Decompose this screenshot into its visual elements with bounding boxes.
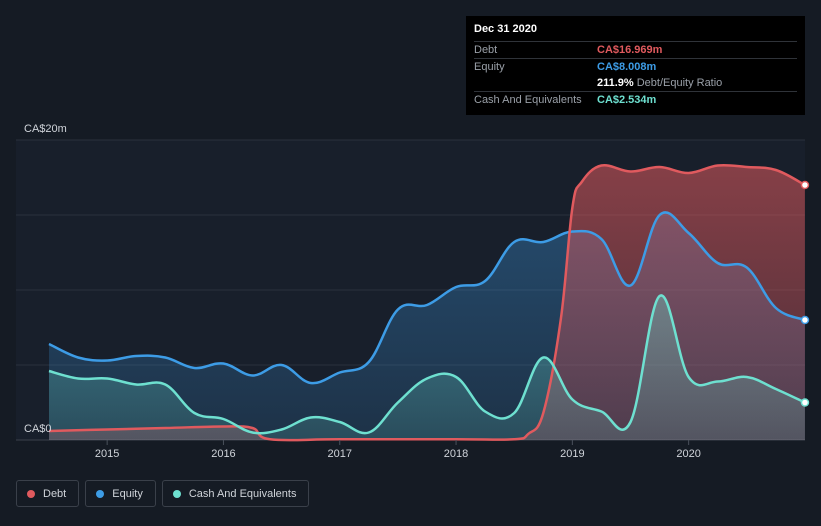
tooltip-value: CA$16.969m <box>597 44 663 56</box>
tooltip-value: CA$8.008m <box>597 61 657 73</box>
debt-area <box>49 165 805 441</box>
debt-end-marker <box>800 180 810 190</box>
tooltip-label: Cash And Equivalents <box>474 94 582 106</box>
legend-label: Cash And Equivalents <box>188 487 297 500</box>
cash-and-equivalents-line <box>48 294 806 435</box>
tooltip-row-equity: Equity CA$8.008m <box>474 58 797 75</box>
debt-dot-icon <box>27 489 35 498</box>
legend-item-cash[interactable]: Cash And Equivalents <box>161 480 310 507</box>
x-tick-label: 2016 <box>211 448 235 460</box>
tooltip-label: Equity <box>474 61 505 73</box>
y-axis-top-label: CA$20m <box>24 123 67 135</box>
tooltip-label <box>474 75 597 91</box>
legend-item-equity[interactable]: Equity <box>85 480 156 507</box>
tooltip-row-cash: Cash And Equivalents CA$2.534m <box>474 91 797 108</box>
cash-dot-icon <box>172 489 181 498</box>
series-lines <box>48 163 806 442</box>
x-tick-label: 2020 <box>676 448 700 460</box>
equity-line <box>48 211 806 385</box>
equity-dot-icon <box>96 489 105 498</box>
x-tick-label: 2017 <box>328 448 352 460</box>
tooltip-date: Dec 31 2020 <box>474 23 537 35</box>
cash-and-equivalents-end-marker <box>800 398 810 407</box>
legend: Debt Equity Cash And Equivalents <box>16 480 310 507</box>
x-tick-label: 2019 <box>560 448 584 460</box>
tooltip-ratio-label: Debt/Equity Ratio <box>636 77 723 89</box>
x-axis-ticks: 2015 2016 2017 2018 2019 2020 <box>95 440 701 460</box>
legend-label: Equity <box>112 487 143 500</box>
series-end-markers <box>800 180 810 407</box>
tooltip-value: CA$2.534m <box>597 94 657 106</box>
legend-item-debt[interactable]: Debt <box>16 480 80 507</box>
y-axis-bottom-label: CA$0 <box>24 423 52 435</box>
tooltip-label: Debt <box>474 44 498 56</box>
x-tick-label: 2018 <box>444 448 468 460</box>
cash-and-equivalents-area <box>49 295 805 440</box>
tooltip: Dec 31 2020 Debt CA$16.969m Equity CA$8.… <box>466 16 805 115</box>
equity-end-marker <box>800 315 810 325</box>
tooltip-row-debt: Debt CA$16.969m <box>474 41 797 58</box>
debt-line <box>48 163 806 442</box>
tooltip-value: 211.9% <box>597 77 634 89</box>
legend-label: Debt <box>43 487 67 500</box>
tooltip-row-ratio: 211.9% Debt/Equity Ratio <box>474 75 797 91</box>
x-tick-label: 2015 <box>95 448 119 460</box>
